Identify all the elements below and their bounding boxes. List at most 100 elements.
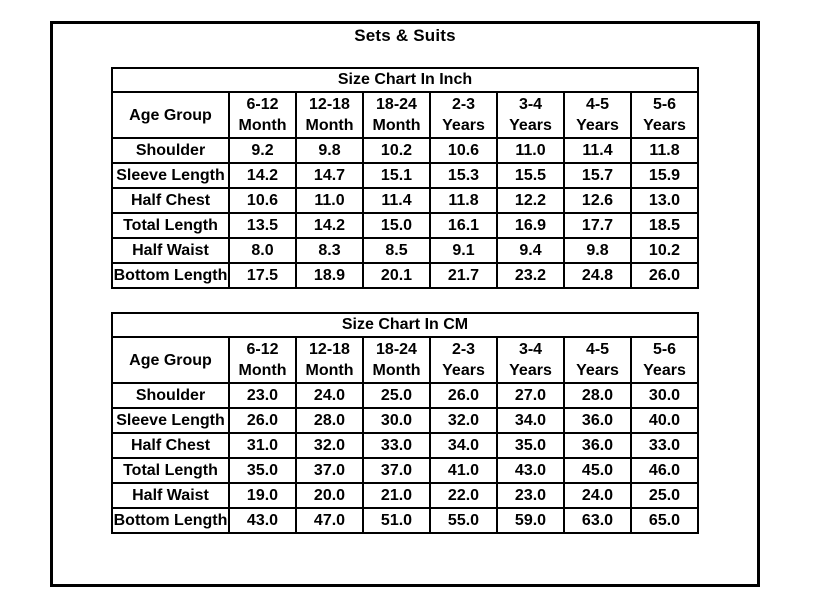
table-row: Shoulder 23.0 24.0 25.0 26.0 27.0 28.0 3…	[111, 382, 699, 409]
data-cell: 14.7	[295, 162, 364, 189]
data-cell: 9.1	[429, 237, 498, 264]
data-cell: 15.5	[496, 162, 565, 189]
data-cell: 37.0	[362, 457, 431, 484]
data-cell: 13.5	[228, 212, 297, 239]
data-cell: 15.3	[429, 162, 498, 189]
data-cell: 10.6	[429, 137, 498, 164]
column-header: 3-4 Years	[496, 336, 565, 384]
data-cell: 23.0	[496, 482, 565, 509]
data-cell: 15.7	[563, 162, 632, 189]
data-cell: 8.3	[295, 237, 364, 264]
data-cell: 16.1	[429, 212, 498, 239]
data-cell: 36.0	[563, 432, 632, 459]
data-cell: 12.6	[563, 187, 632, 214]
table-row: Total Length 13.5 14.2 15.0 16.1 16.9 17…	[111, 212, 699, 239]
table-header-row: Age Group 6-12 Month 12-18 Month 18-24 M…	[111, 336, 699, 384]
data-cell: 46.0	[630, 457, 699, 484]
data-cell: 55.0	[429, 507, 498, 534]
data-cell: 8.0	[228, 237, 297, 264]
column-header: 18-24 Month	[362, 91, 431, 139]
data-cell: 11.8	[630, 137, 699, 164]
column-header: 4-5 Years	[563, 336, 632, 384]
data-cell: 9.8	[295, 137, 364, 164]
data-cell: 23.2	[496, 262, 565, 289]
data-cell: 21.7	[429, 262, 498, 289]
data-cell: 34.0	[496, 407, 565, 434]
row-label: Half Waist	[111, 237, 230, 264]
row-label: Total Length	[111, 457, 230, 484]
table-title-row: Size Chart In Inch	[111, 67, 699, 93]
data-cell: 14.2	[228, 162, 297, 189]
size-chart-inch-table: Size Chart In Inch Age Group 6-12 Month …	[111, 67, 699, 289]
data-cell: 22.0	[429, 482, 498, 509]
data-cell: 15.0	[362, 212, 431, 239]
table-row: Total Length 35.0 37.0 37.0 41.0 43.0 45…	[111, 457, 699, 484]
row-label: Half Chest	[111, 187, 230, 214]
size-chart-cm-table: Size Chart In CM Age Group 6-12 Month 12…	[111, 312, 699, 534]
table-row: Bottom Length 43.0 47.0 51.0 55.0 59.0 6…	[111, 507, 699, 534]
data-cell: 65.0	[630, 507, 699, 534]
data-cell: 13.0	[630, 187, 699, 214]
row-label: Sleeve Length	[111, 407, 230, 434]
data-cell: 25.0	[362, 382, 431, 409]
data-cell: 9.4	[496, 237, 565, 264]
data-cell: 63.0	[563, 507, 632, 534]
column-header: 18-24 Month	[362, 336, 431, 384]
data-cell: 8.5	[362, 237, 431, 264]
data-cell: 35.0	[496, 432, 565, 459]
page-title: Sets & Suits	[354, 26, 456, 45]
data-cell: 24.8	[563, 262, 632, 289]
data-cell: 18.9	[295, 262, 364, 289]
table-row: Half Chest 10.6 11.0 11.4 11.8 12.2 12.6…	[111, 187, 699, 214]
data-cell: 25.0	[630, 482, 699, 509]
data-cell: 37.0	[295, 457, 364, 484]
table-title: Size Chart In Inch	[111, 67, 699, 93]
data-cell: 30.0	[362, 407, 431, 434]
data-cell: 20.0	[295, 482, 364, 509]
data-cell: 16.9	[496, 212, 565, 239]
data-cell: 11.4	[563, 137, 632, 164]
data-cell: 51.0	[362, 507, 431, 534]
data-cell: 24.0	[295, 382, 364, 409]
row-label: Bottom Length	[111, 507, 230, 534]
row-label: Half Waist	[111, 482, 230, 509]
column-header: 5-6 Years	[630, 336, 699, 384]
data-cell: 40.0	[630, 407, 699, 434]
row-label: Bottom Length	[111, 262, 230, 289]
data-cell: 36.0	[563, 407, 632, 434]
column-header: 3-4 Years	[496, 91, 565, 139]
table-title-row: Size Chart In CM	[111, 312, 699, 338]
data-cell: 17.5	[228, 262, 297, 289]
row-label: Total Length	[111, 212, 230, 239]
data-cell: 32.0	[429, 407, 498, 434]
data-cell: 32.0	[295, 432, 364, 459]
data-cell: 20.1	[362, 262, 431, 289]
row-label: Half Chest	[111, 432, 230, 459]
data-cell: 15.9	[630, 162, 699, 189]
data-cell: 15.1	[362, 162, 431, 189]
data-cell: 26.0	[630, 262, 699, 289]
data-cell: 27.0	[496, 382, 565, 409]
data-cell: 12.2	[496, 187, 565, 214]
data-cell: 9.8	[563, 237, 632, 264]
data-cell: 10.6	[228, 187, 297, 214]
data-cell: 17.7	[563, 212, 632, 239]
data-cell: 31.0	[228, 432, 297, 459]
data-cell: 59.0	[496, 507, 565, 534]
row-label: Shoulder	[111, 137, 230, 164]
data-cell: 23.0	[228, 382, 297, 409]
table-row: Half Waist 8.0 8.3 8.5 9.1 9.4 9.8 10.2	[111, 237, 699, 264]
data-cell: 47.0	[295, 507, 364, 534]
data-cell: 11.8	[429, 187, 498, 214]
table-row: Sleeve Length 14.2 14.7 15.1 15.3 15.5 1…	[111, 162, 699, 189]
data-cell: 26.0	[228, 407, 297, 434]
data-cell: 11.0	[496, 137, 565, 164]
data-cell: 34.0	[429, 432, 498, 459]
column-header: 12-18 Month	[295, 91, 364, 139]
data-cell: 9.2	[228, 137, 297, 164]
table-row: Sleeve Length 26.0 28.0 30.0 32.0 34.0 3…	[111, 407, 699, 434]
data-cell: 45.0	[563, 457, 632, 484]
age-group-header: Age Group	[111, 336, 230, 384]
data-cell: 41.0	[429, 457, 498, 484]
data-cell: 21.0	[362, 482, 431, 509]
